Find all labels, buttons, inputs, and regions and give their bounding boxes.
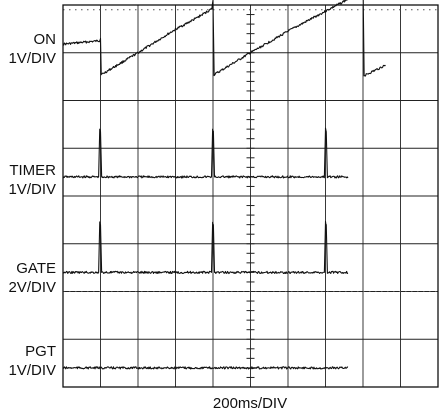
x-axis-label: 200ms/DIV	[213, 395, 287, 412]
trace-layer	[62, 0, 386, 370]
channel-label-pgt-name: PGT	[25, 343, 56, 360]
channel-label-timer-scale: 1V/DIV	[8, 181, 56, 198]
center-axis-ticks	[246, 14, 255, 378]
trace-gate	[62, 220, 349, 275]
plot-frame	[62, 4, 439, 388]
channel-label-timer-name: TIMER	[9, 162, 56, 179]
channel-label-on-name: ON	[34, 31, 57, 48]
channel-label-gate-name: GATE	[16, 260, 56, 277]
trace-on	[62, 0, 386, 77]
channel-label-gate-scale: 2V/DIV	[8, 279, 56, 296]
trace-timer	[62, 127, 349, 179]
channel-label-pgt-scale: 1V/DIV	[8, 362, 56, 379]
reference-dotted-lines	[63, 9, 438, 292]
channel-label-on-scale: 1V/DIV	[8, 50, 56, 67]
trace-pgt	[62, 366, 349, 370]
